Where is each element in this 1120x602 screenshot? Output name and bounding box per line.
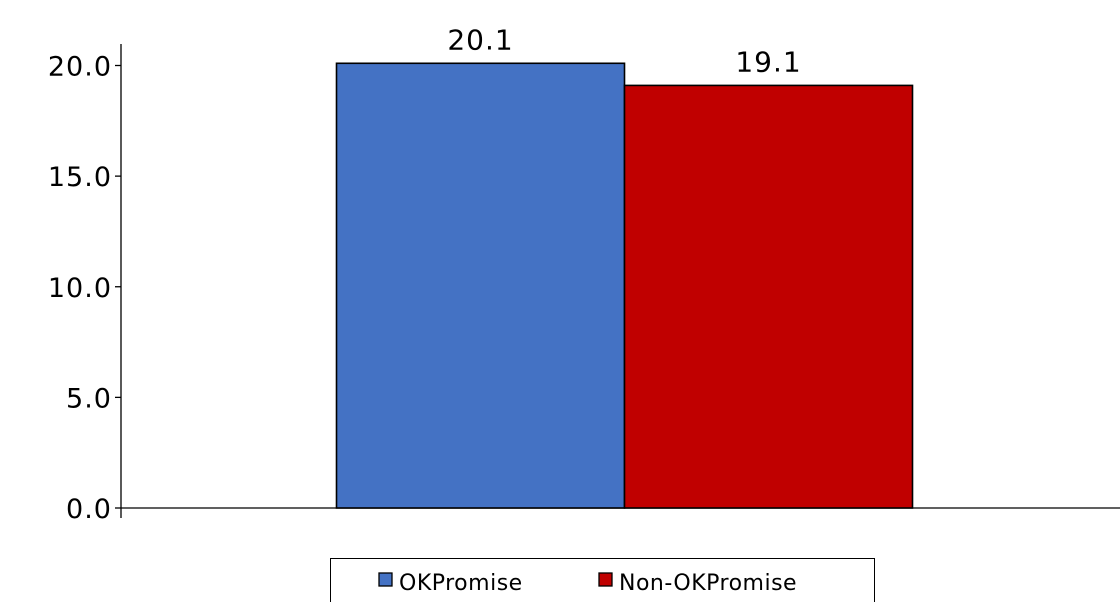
- legend-label: Non-OKPromise: [619, 571, 797, 596]
- y-tick-label: 0.0: [66, 494, 112, 525]
- bar-non-okpromise: [623, 84, 914, 509]
- y-tick-label: 10.0: [48, 273, 112, 304]
- data-labels: 20.1 19.1: [447, 23, 801, 78]
- y-axis-ticks: 0.0 5.0 10.0 15.0 20.0: [48, 52, 121, 525]
- legend-swatch: [598, 572, 613, 587]
- y-tick-label: 5.0: [66, 383, 112, 414]
- data-label: 19.1: [735, 45, 801, 78]
- y-tick-label: 15.0: [48, 162, 112, 193]
- bars: [335, 62, 914, 509]
- bar-okpromise: [335, 62, 626, 509]
- y-tick-label: 20.0: [48, 52, 112, 83]
- legend-swatch: [378, 572, 393, 587]
- legend: OKPromise Non-OKPromise: [330, 558, 875, 602]
- legend-label: OKPromise: [399, 571, 523, 596]
- data-label: 20.1: [447, 23, 513, 56]
